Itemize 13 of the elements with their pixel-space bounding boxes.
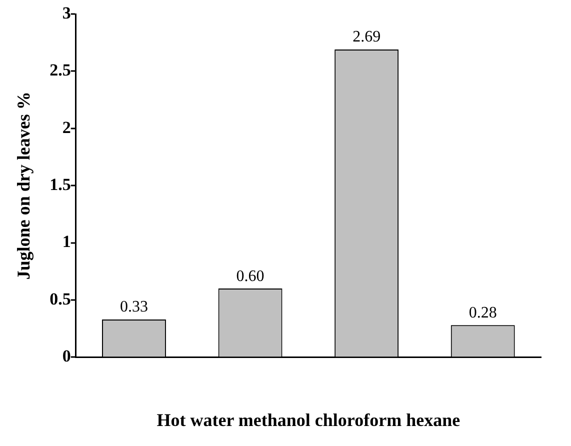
data-label: 0.28 xyxy=(468,304,497,322)
y-tick-label: 0 xyxy=(62,346,71,366)
y-axis-title: Juglone on dry leaves % xyxy=(13,92,34,280)
y-tick-label: 2 xyxy=(62,118,71,137)
y-tick-label: 0.5 xyxy=(50,289,71,308)
data-label: 0.33 xyxy=(120,298,148,316)
y-tick-label: 1 xyxy=(62,232,71,252)
data-label: 2.69 xyxy=(352,28,381,46)
y-tick-label: 3 xyxy=(62,3,71,22)
y-tick-label: 1.5 xyxy=(50,174,71,194)
x-axis-title: Hot water methanol chloroform hexane xyxy=(156,410,460,430)
y-tick-label: 2.5 xyxy=(50,60,71,80)
data-label: 0.60 xyxy=(236,268,264,285)
